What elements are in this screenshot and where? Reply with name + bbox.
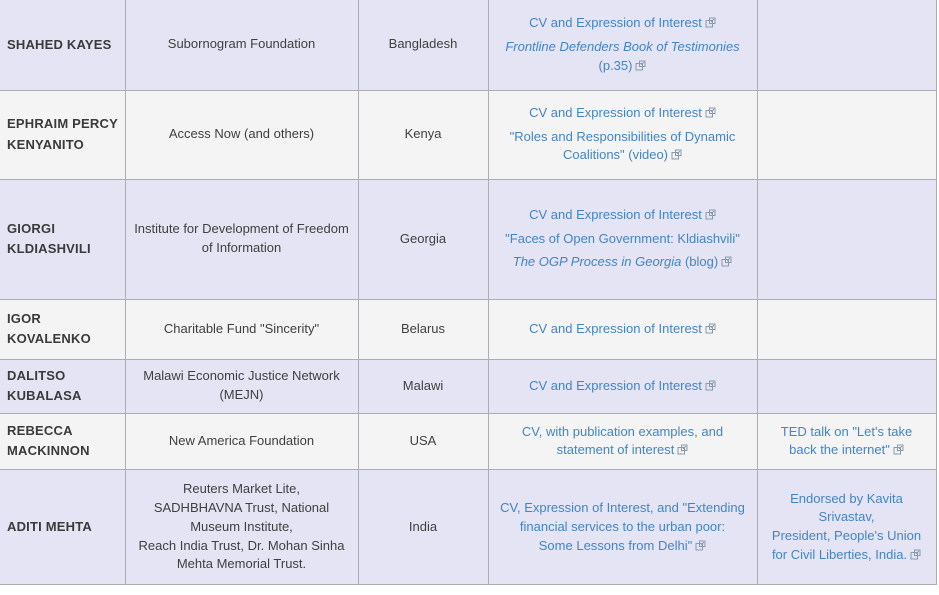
links-cell: CV and Expression of Interest "Roles and … — [487, 89, 758, 180]
organization-cell: Malawi Economic Justice Network (MEJN) — [124, 358, 359, 414]
external-link-icon — [695, 540, 706, 551]
link-paragraph: Frontline Defenders Book of Testimonies … — [497, 38, 749, 76]
member-name-cell: ADITI MEHTA — [0, 469, 126, 586]
country-cell: USA — [357, 412, 489, 471]
table-row: SHAHED KAYES Subornogram Foundation Bangla… — [0, 0, 937, 91]
link-text: CV, Expression of Interest, and "Extendi… — [500, 499, 745, 553]
endorsements-cell: TED talk on "Let's take back the interne… — [756, 412, 937, 471]
external-link-icon — [705, 209, 716, 220]
endorsements-cell — [756, 358, 937, 414]
member-name-cell: GIORGI KLDIASHVILI — [0, 178, 126, 300]
member-name-cell: EPHRAIM PERCY KENYANITO — [0, 89, 126, 180]
link-text: Frontline Defenders Book of Testimonies — [505, 38, 740, 54]
links-cell: CV and Expression of Interest "Faces of O… — [487, 178, 758, 300]
organization-cell: Subornogram Foundation — [124, 0, 359, 91]
link-text: "Roles and Responsibilities of Dynamic C… — [509, 128, 736, 163]
endorsements-cell — [756, 0, 937, 91]
link-paragraph: CV, Expression of Interest, and "Extendi… — [497, 499, 749, 556]
endorsements-cell — [756, 298, 937, 360]
document-link[interactable]: CV and Expression of Interest — [529, 15, 716, 30]
external-link-icon — [635, 60, 646, 71]
table-row: DALITSO KUBALASA Malawi Economic Justice … — [0, 358, 937, 414]
external-link-icon — [671, 149, 682, 160]
link-text: TED talk on "Let's take back the interne… — [780, 423, 913, 458]
external-link-icon — [705, 17, 716, 28]
document-link[interactable]: CV, with publication examples, and state… — [522, 424, 723, 458]
document-link[interactable]: CV and Expression of Interest — [529, 378, 716, 393]
country-cell: Malawi — [357, 358, 489, 414]
country-cell: Kenya — [357, 89, 489, 180]
link-paragraph: CV and Expression of Interest — [497, 320, 749, 339]
organization-cell: New America Foundation — [124, 412, 359, 471]
country-cell: Belarus — [357, 298, 489, 360]
link-text: CV and Expression of Interest — [529, 320, 702, 336]
link-paragraph: CV and Expression of Interest — [497, 377, 749, 396]
link-text: Endorsed by Kavita Srivastav, President,… — [771, 490, 922, 563]
link-text: CV and Expression of Interest — [529, 206, 702, 222]
endorsements-cell: Endorsed by Kavita Srivastav, President,… — [756, 469, 937, 586]
link-text: CV, with publication examples, and state… — [521, 423, 724, 458]
external-link-icon — [705, 323, 716, 334]
link-paragraph: CV and Expression of Interest — [497, 14, 749, 33]
document-link[interactable]: Endorsed by Kavita Srivastav, President,… — [772, 491, 921, 563]
document-link[interactable]: TED talk on "Let's take back the interne… — [781, 424, 912, 458]
country-cell: Georgia — [357, 178, 489, 300]
organization-cell: Institute for Development of Freedom of … — [124, 178, 359, 300]
endorsements-cell — [756, 89, 937, 180]
organization-cell: Access Now (and others) — [124, 89, 359, 180]
member-name-cell: IGOR KOVALENKO — [0, 298, 126, 360]
table-row: ADITI MEHTA Reuters Market Lite, SADHBHAV… — [0, 469, 937, 586]
organization-cell: Charitable Fund "Sincerity" — [124, 298, 359, 360]
external-link-icon — [705, 380, 716, 391]
external-link-icon — [705, 107, 716, 118]
member-name-cell: SHAHED KAYES — [0, 0, 126, 91]
link-paragraph: CV, with publication examples, and state… — [497, 423, 749, 461]
document-link[interactable]: Frontline Defenders Book of Testimonies … — [505, 39, 739, 73]
external-link-icon — [677, 444, 688, 455]
table-row: IGOR KOVALENKO Charitable Fund "Sincerity… — [0, 298, 937, 360]
links-cell: CV and Expression of Interest — [487, 298, 758, 360]
document-link[interactable]: "Faces of Open Government: Kldiashvili" — [505, 231, 740, 246]
links-cell: CV, with publication examples, and state… — [487, 412, 758, 471]
document-link[interactable]: CV, Expression of Interest, and "Extendi… — [500, 500, 745, 553]
link-text: The OGP Process in Georgia — [512, 254, 682, 270]
links-cell: CV and Expression of Interest Frontline D… — [487, 0, 758, 91]
link-text: (blog) — [681, 254, 719, 270]
link-text: CV and Expression of Interest — [529, 377, 702, 393]
link-paragraph: CV and Expression of Interest — [497, 206, 749, 225]
document-link[interactable]: The OGP Process in Georgia (blog) — [513, 254, 732, 269]
document-link[interactable]: CV and Expression of Interest — [529, 105, 716, 120]
external-link-icon — [721, 256, 732, 267]
country-cell: Bangladesh — [357, 0, 489, 91]
links-cell: CV and Expression of Interest — [487, 358, 758, 414]
document-link[interactable]: CV and Expression of Interest — [529, 207, 716, 222]
document-link[interactable]: "Roles and Responsibilities of Dynamic C… — [510, 129, 736, 163]
link-paragraph: "Roles and Responsibilities of Dynamic C… — [497, 128, 749, 166]
link-paragraph: The OGP Process in Georgia (blog) — [497, 253, 749, 272]
endorsements-cell — [756, 178, 937, 300]
document-link[interactable]: CV and Expression of Interest — [529, 321, 716, 336]
link-text: "Faces of Open Government: Kldiashvili" — [505, 230, 740, 246]
link-paragraph: CV and Expression of Interest — [497, 104, 749, 123]
link-text: CV and Expression of Interest — [529, 104, 702, 120]
table-row: GIORGI KLDIASHVILI Institute for Developm… — [0, 178, 937, 300]
link-paragraph: Endorsed by Kavita Srivastav, President,… — [766, 490, 928, 565]
member-name-cell: DALITSO KUBALASA — [0, 358, 126, 414]
organization-cell: Reuters Market Lite, SADHBHAVNA Trust, N… — [124, 469, 359, 586]
table-row: REBECCA MACKINNON New America Foundation U… — [0, 412, 937, 471]
links-cell: CV, Expression of Interest, and "Extendi… — [487, 469, 758, 586]
link-text: CV and Expression of Interest — [529, 14, 702, 30]
link-paragraph: "Faces of Open Government: Kldiashvili" — [497, 230, 749, 249]
external-link-icon — [910, 549, 921, 560]
country-cell: India — [357, 469, 489, 586]
table-row: EPHRAIM PERCY KENYANITO Access Now (and o… — [0, 89, 937, 180]
link-text: (p.35) — [598, 57, 633, 73]
member-name-cell: REBECCA MACKINNON — [0, 412, 126, 471]
link-paragraph: TED talk on "Let's take back the interne… — [766, 423, 928, 461]
external-link-icon — [893, 444, 904, 455]
